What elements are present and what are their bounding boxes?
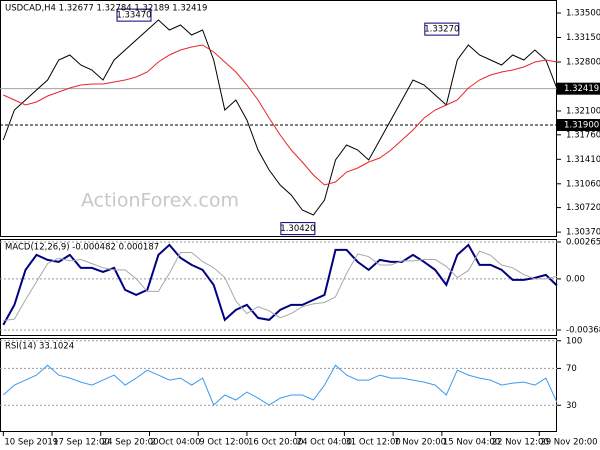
x-tick-label: 16 Oct 20:00 bbox=[248, 438, 303, 448]
series-line bbox=[3, 250, 558, 321]
series-line bbox=[2, 364, 558, 406]
x-tick-label: 24 Sep 20:00 bbox=[102, 438, 159, 448]
x-tick-label: 9 Oct 12:00 bbox=[199, 438, 249, 448]
y-tick-label: 0.002659 bbox=[566, 237, 600, 247]
panel-title: USDCAD,H4 1.32677 1.32784 1.32189 1.3241… bbox=[5, 4, 207, 14]
price-level-box bbox=[557, 82, 600, 95]
x-tick-label: 15 Nov 04:00 bbox=[443, 438, 500, 448]
y-tick-label: 1.33500 bbox=[566, 9, 600, 19]
x-tick-label: 22 Nov 12:00 bbox=[492, 438, 549, 448]
price-level-label: 1.32419 bbox=[564, 84, 599, 94]
panel-title: RSI(14) 33.1024 bbox=[5, 342, 74, 352]
annotation-box bbox=[424, 22, 460, 36]
x-tick-label: 10 Sep 2019 bbox=[4, 438, 58, 448]
annotation-box bbox=[116, 8, 152, 22]
y-tick-label: 100 bbox=[566, 336, 582, 346]
y-tick-label: 1.31060 bbox=[566, 179, 600, 189]
y-tick-label: 0.00 bbox=[566, 274, 585, 284]
series-line bbox=[3, 44, 558, 186]
y-tick-label: 30 bbox=[566, 401, 577, 411]
panel-frame bbox=[0, 0, 557, 237]
watermark: ActionForex.com bbox=[81, 190, 239, 212]
y-tick-label: 1.30720 bbox=[566, 203, 600, 213]
annotation-box bbox=[280, 222, 316, 236]
x-tick-label: 31 Oct 12:00 bbox=[345, 438, 400, 448]
panel-title: MACD(12,26,9) -0.000482 0.000187 bbox=[5, 243, 159, 253]
x-tick-label: 29 Nov 20:00 bbox=[540, 438, 597, 448]
y-tick-label: 1.33150 bbox=[566, 33, 600, 43]
x-tick-label: 24 Oct 04:00 bbox=[297, 438, 352, 448]
x-tick-label: 17 Sep 12:00 bbox=[53, 438, 110, 448]
y-tick-label: 1.31760 bbox=[566, 130, 600, 140]
y-tick-label: -0.003683 bbox=[566, 326, 600, 336]
annotation-label: 1.33270 bbox=[424, 25, 459, 35]
series-line bbox=[2, 243, 558, 326]
price-level-box bbox=[557, 119, 600, 132]
x-tick-label: 2 Oct 04:00 bbox=[150, 438, 200, 448]
annotation-label: 1.33470 bbox=[116, 11, 151, 21]
x-tick-label: 7 Nov 20:00 bbox=[394, 438, 446, 448]
y-tick-label: 1.32800 bbox=[566, 58, 600, 68]
annotation-label: 1.30420 bbox=[280, 224, 315, 234]
panel-frame bbox=[0, 239, 557, 336]
panel-frame bbox=[0, 338, 557, 432]
price-level-label: 1.31900 bbox=[564, 121, 599, 131]
y-tick-label: 1.31410 bbox=[566, 155, 600, 165]
y-tick-label: 1.32100 bbox=[566, 107, 600, 117]
series-line bbox=[2, 19, 558, 216]
y-tick-label: 1.30370 bbox=[566, 228, 600, 238]
y-tick-label: 70 bbox=[566, 364, 577, 374]
